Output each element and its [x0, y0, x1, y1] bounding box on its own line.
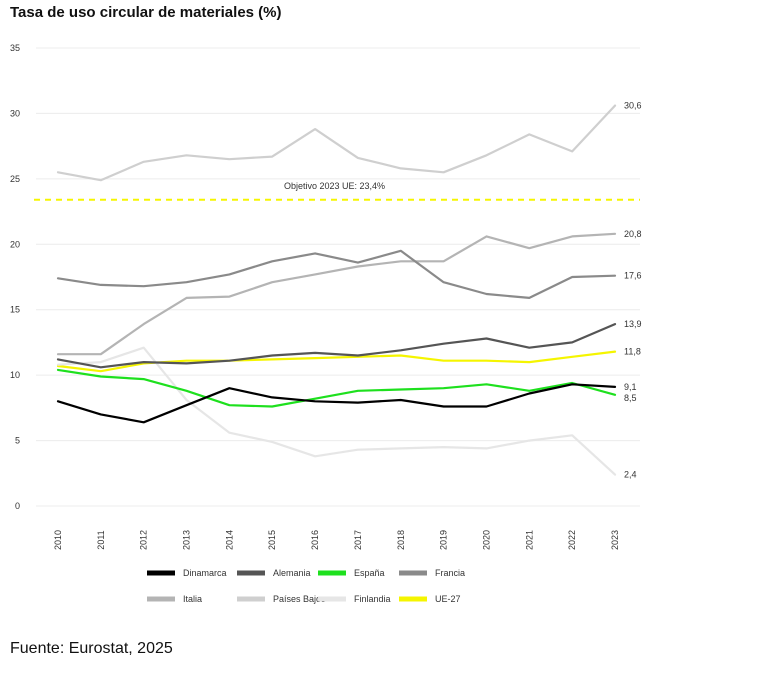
series-line-italia	[56, 232, 617, 356]
y-tick-label: 25	[10, 174, 20, 184]
legend-label-españa: España	[354, 568, 385, 578]
y-axis: 0 5 10 15 20 25 30 35	[10, 43, 20, 511]
x-tick-label: 2014	[224, 530, 234, 550]
x-tick-label: 2012	[139, 530, 149, 550]
y-tick-label: 10	[10, 370, 20, 380]
end-label-dinamarca: 9,1	[624, 382, 637, 392]
x-tick-label: 2011	[96, 530, 106, 549]
x-tick-label: 2020	[481, 530, 491, 550]
x-tick-label: 2019	[439, 530, 449, 550]
x-tick-label: 2021	[524, 530, 534, 550]
y-tick-label: 5	[15, 436, 20, 446]
series-lines	[56, 104, 617, 476]
legend-label-italia: Italia	[183, 594, 202, 604]
series-line-finlandia	[56, 346, 617, 476]
y-tick-label: 15	[10, 305, 20, 315]
legend-label-ue-27: UE-27	[435, 594, 461, 604]
y-tick-label: 30	[10, 108, 20, 118]
x-tick-label: 2013	[182, 530, 192, 550]
legend-label-países-bajos: Países Bajos	[273, 594, 326, 604]
end-label-españa: 8,5	[624, 393, 637, 403]
end-label-ue-27: 11,8	[624, 347, 641, 357]
x-axis: 2010 2011 2012 2013 2014 2015 2016 2017 2018 2019…	[53, 530, 620, 550]
x-tick-label: 2016	[310, 530, 320, 550]
grid-lines	[36, 47, 640, 507]
legend-label-dinamarca: Dinamarca	[183, 568, 227, 578]
x-tick-label: 2023	[610, 530, 620, 550]
y-tick-label: 20	[10, 239, 20, 249]
end-labels: 30,6 20,8 17,6 13,9 11,8 9,18,5 2,4	[624, 101, 642, 480]
end-label-alemania: 13,9	[624, 319, 642, 329]
end-label-países-bajos: 30,6	[624, 101, 642, 111]
y-tick-label: 35	[10, 43, 20, 53]
y-tick-label: 0	[15, 501, 20, 511]
x-tick-label: 2015	[267, 530, 277, 550]
target-label: Objetivo 2023 UE: 23,4%	[284, 181, 385, 191]
end-label-italia: 20,8	[624, 229, 642, 239]
x-tick-label: 2017	[353, 530, 363, 550]
series-line-países-bajos	[56, 104, 617, 182]
x-tick-label: 2022	[567, 530, 577, 550]
chart-title: Tasa de uso circular de materiales (%)	[10, 4, 282, 21]
series-line-francia	[56, 249, 617, 299]
legend: Dinamarca Alemania España Francia Italia País…	[147, 568, 465, 604]
legend-label-francia: Francia	[435, 568, 465, 578]
series-line-españa	[56, 368, 617, 408]
end-label-francia: 17,6	[624, 271, 642, 281]
legend-label-alemania: Alemania	[273, 568, 311, 578]
source-note: Fuente: Eurostat, 2025	[10, 640, 173, 657]
series-line-alemania	[56, 323, 617, 369]
legend-label-finlandia: Finlandia	[354, 594, 391, 604]
x-tick-label: 2010	[53, 530, 63, 550]
series-line-dinamarca	[56, 383, 617, 424]
end-label-finlandia: 2,4	[624, 470, 637, 480]
reference-line: Objetivo 2023 UE: 23,4%	[34, 181, 640, 201]
x-tick-label: 2018	[396, 530, 406, 550]
